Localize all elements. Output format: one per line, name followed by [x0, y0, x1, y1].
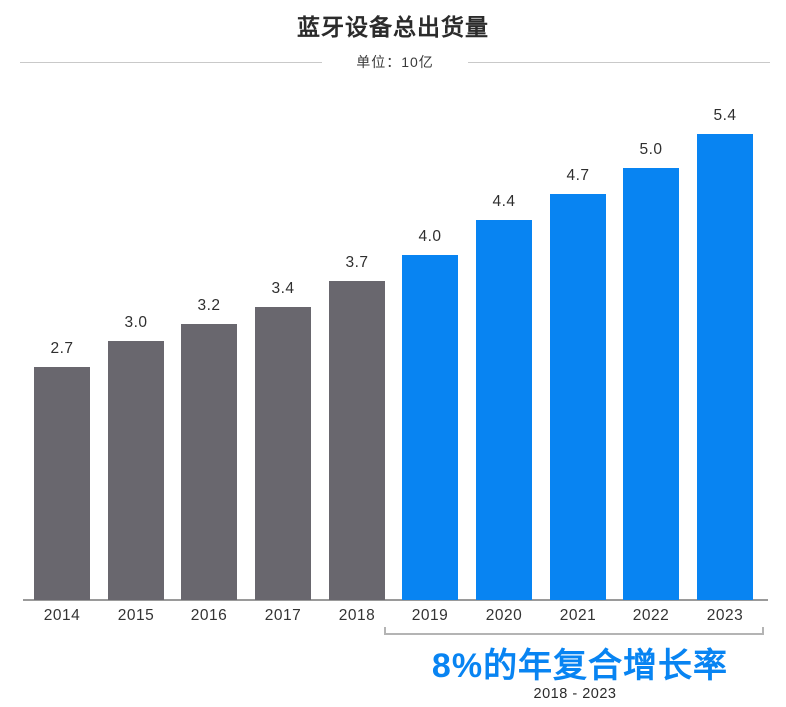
x-axis-line — [23, 599, 768, 601]
bar-2020 — [476, 220, 532, 600]
bar-2018 — [329, 281, 385, 600]
bar-2017 — [255, 307, 311, 600]
x-axis-label: 2019 — [411, 607, 449, 624]
bar-2016 — [181, 324, 237, 600]
subtitle-row: 单位：10亿 — [20, 52, 771, 72]
bar-2014 — [34, 367, 90, 600]
bar-value-label: 3.7 — [345, 254, 369, 271]
bar-2023 — [697, 134, 753, 600]
cagr-bracket — [384, 627, 764, 635]
x-axis-label: 2018 — [338, 607, 376, 624]
cagr-range-label: 2018 - 2023 — [533, 686, 617, 702]
bar-2021 — [550, 194, 606, 600]
bar-2015 — [108, 341, 164, 600]
x-axis-label: 2020 — [485, 607, 523, 624]
x-axis-label: 2015 — [117, 607, 155, 624]
chart-title: 蓝牙设备总出货量 — [297, 14, 489, 40]
subtitle-rule-left — [20, 61, 323, 63]
x-axis-label: 2023 — [706, 607, 744, 624]
bar-value-label: 4.4 — [492, 193, 516, 210]
subtitle-rule-right — [467, 61, 771, 63]
bar-value-label: 2.7 — [50, 340, 74, 357]
cagr-headline: 8%的年复合增长率 — [431, 647, 729, 685]
unit-label: 单位：10亿 — [356, 54, 434, 70]
bar-value-label: 5.4 — [713, 107, 737, 124]
x-axis-label: 2017 — [264, 607, 302, 624]
x-axis-label: 2014 — [43, 607, 81, 624]
bar-value-label: 3.0 — [124, 314, 148, 331]
x-axis-label: 2021 — [559, 607, 597, 624]
bar-2022 — [623, 168, 679, 600]
bar-value-label: 4.0 — [418, 228, 442, 245]
bar-value-label: 5.0 — [639, 141, 663, 158]
bar-value-label: 3.2 — [197, 297, 221, 314]
bar-value-label: 4.7 — [566, 167, 590, 184]
x-axis-label: 2016 — [190, 607, 228, 624]
bar-value-label: 3.4 — [271, 280, 295, 297]
bar-2019 — [402, 255, 458, 600]
x-axis-label: 2022 — [632, 607, 670, 624]
